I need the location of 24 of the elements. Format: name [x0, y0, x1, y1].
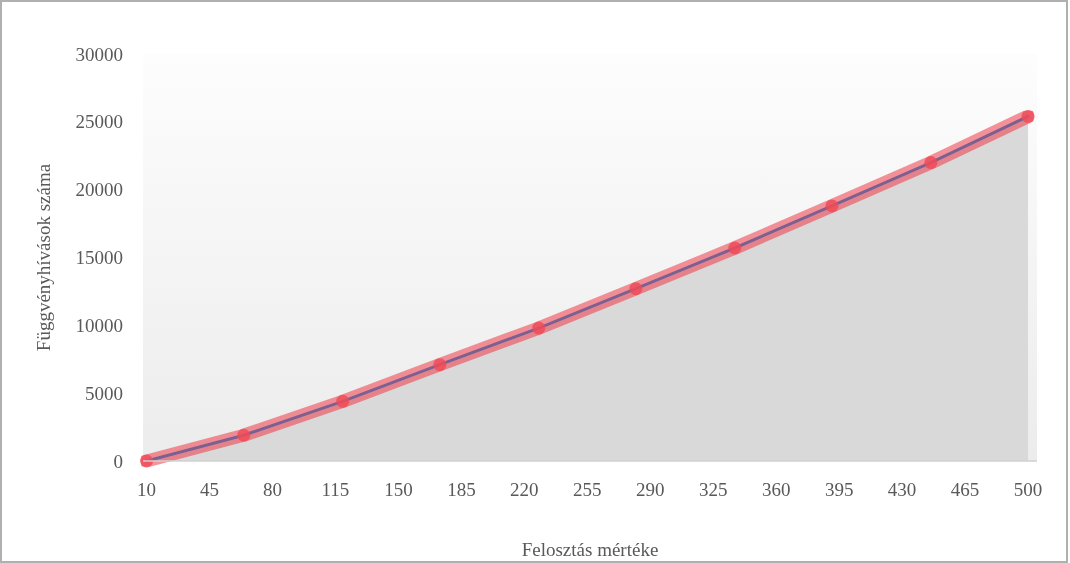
- x-tick-label: 10: [137, 479, 157, 500]
- x-tick-label: 465: [950, 479, 980, 500]
- x-tick-label: 290: [636, 479, 665, 500]
- x-axis-title: Felosztás mértéke: [521, 539, 659, 560]
- y-tick-label: 10000: [75, 314, 123, 336]
- x-tick-label: 185: [447, 479, 476, 500]
- y-tick-label: 20000: [75, 179, 123, 201]
- x-tick-label: 430: [887, 479, 917, 500]
- x-tick-label: 395: [824, 479, 854, 500]
- y-tick-label: 5000: [85, 382, 123, 404]
- x-tick-label: 150: [384, 479, 413, 500]
- x-tick-label: 115: [321, 479, 350, 500]
- y-tick-label: 0: [113, 450, 123, 472]
- y-axis-title: Függvényhívások száma: [33, 163, 54, 352]
- x-tick-label: 360: [761, 479, 791, 500]
- x-tick-label: 500: [1013, 479, 1043, 500]
- x-tick-label: 80: [263, 479, 283, 500]
- x-tick-label: 325: [698, 479, 728, 500]
- y-tick-label: 25000: [75, 111, 123, 133]
- x-tick-label: 255: [573, 479, 602, 500]
- x-tick-label: 220: [510, 479, 539, 500]
- x-tick-label: 45: [200, 479, 220, 500]
- y-tick-label: 30000: [75, 43, 123, 65]
- y-tick-label: 15000: [75, 247, 123, 269]
